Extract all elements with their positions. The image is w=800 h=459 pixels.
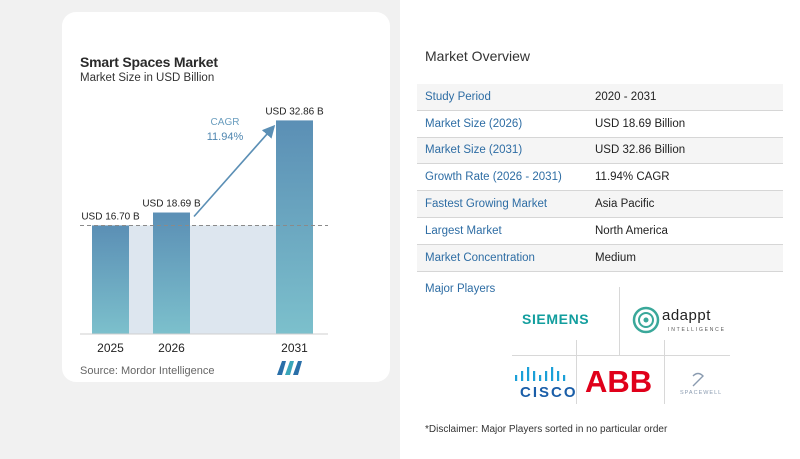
overview-value: 11.94% CAGR: [595, 171, 670, 184]
logo-divider: [664, 340, 665, 404]
abb-logo: ABB: [585, 364, 653, 399]
bar: [92, 225, 129, 334]
cisco-logo: CISCO: [520, 384, 578, 401]
cisco-bars-icon: [515, 367, 566, 381]
bar: [153, 212, 190, 334]
chart-title: Smart Spaces Market: [80, 54, 218, 70]
overview-row: Fastest Growing Market Asia Pacific: [417, 191, 783, 218]
overview-row: Market Size (2031) USD 32.86 Billion: [417, 137, 783, 165]
overview-value: North America: [595, 224, 668, 237]
overview-value: Medium: [595, 251, 636, 264]
overview-label: Largest Market: [425, 224, 502, 237]
growth-shade-band: [190, 225, 276, 334]
overview-row: Market Concentration Medium: [417, 244, 783, 272]
major-players-title: Major Players: [425, 283, 496, 295]
overview-row: Largest Market North America: [417, 217, 783, 245]
overview-label: Market Size (2031): [425, 144, 523, 157]
siemens-logo: SIEMENS: [522, 311, 590, 327]
bar-value-label: USD 18.69 B: [142, 199, 201, 210]
source-note: Source: Mordor Intelligence: [80, 365, 215, 377]
adappt-logo: adappt: [662, 307, 711, 324]
spacewell-logo-icon: [692, 372, 704, 387]
logo-divider: [512, 355, 730, 356]
cagr-label: CAGR: [211, 117, 240, 128]
overview-row: Study Period 2020 - 2031: [417, 84, 783, 111]
overview-value: 2020 - 2031: [595, 90, 657, 103]
overview-label: Study Period: [425, 90, 491, 103]
spacewell-logo: SPACEWELL: [680, 390, 723, 396]
overview-value: USD 18.69 Billion: [595, 117, 686, 130]
overview-label: Market Concentration: [425, 251, 535, 264]
bar: [276, 120, 313, 334]
overview-value: USD 32.86 Billion: [595, 144, 686, 157]
adappt-logo-tagline: INTELLIGENCE: [668, 327, 726, 333]
x-tick-label: 2031: [281, 341, 308, 355]
cagr-value: 11.94%: [207, 131, 244, 143]
overview-title: Market Overview: [425, 48, 531, 64]
overview-label: Growth Rate (2026 - 2031): [425, 171, 562, 184]
x-tick-label: 2026: [158, 341, 185, 355]
logo-divider: [619, 287, 620, 355]
overview-label: Market Size (2026): [425, 117, 523, 130]
mordor-logo-icon: [277, 361, 302, 375]
overview-row: Growth Rate (2026 - 2031) 11.94% CAGR: [417, 164, 783, 192]
cagr-arrow: [193, 124, 276, 218]
overview-table: Study Period 2020 - 2031 Market Size (20…: [417, 84, 783, 272]
disclaimer: *Disclaimer: Major Players sorted in no …: [425, 424, 668, 435]
chart-subtitle: Market Size in USD Billion: [80, 72, 215, 84]
bar-value-label: USD 16.70 B: [81, 211, 140, 222]
logo-divider: [576, 340, 577, 404]
x-tick-label: 2025: [97, 341, 124, 355]
overview-label: Fastest Growing Market: [425, 198, 548, 211]
overview-row: Market Size (2026) USD 18.69 Billion: [417, 110, 783, 138]
overview-value: Asia Pacific: [595, 198, 655, 211]
bar-value-label: USD 32.86 B: [265, 106, 324, 117]
adappt-logo-icon: [632, 306, 660, 334]
